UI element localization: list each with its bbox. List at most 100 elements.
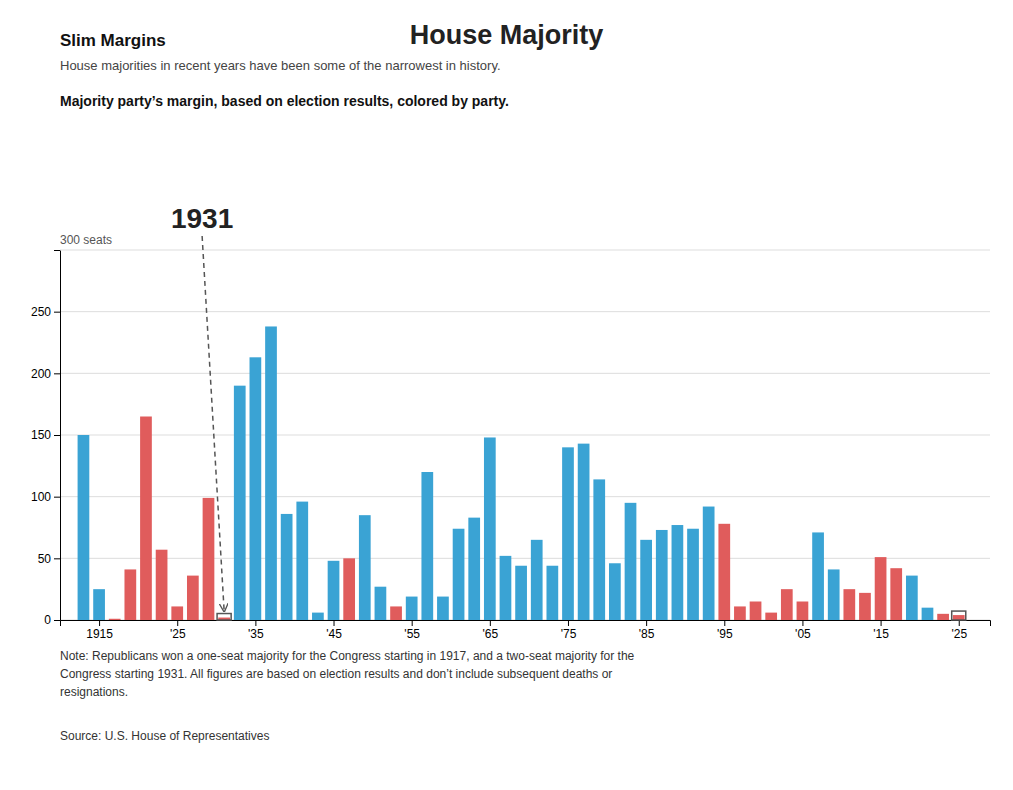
bar xyxy=(609,563,621,620)
bar xyxy=(734,606,746,620)
bar xyxy=(328,561,340,620)
grid-line xyxy=(60,496,990,497)
y-tick: 0 xyxy=(44,613,60,627)
bar xyxy=(828,569,840,620)
level-label: 300 seats xyxy=(60,233,112,247)
y-tick-mark xyxy=(54,558,60,559)
x-tick: '25 xyxy=(951,620,967,641)
bar xyxy=(656,530,668,620)
x-tick-label: '75 xyxy=(561,627,577,641)
bar xyxy=(312,613,324,620)
x-tick: '55 xyxy=(404,620,420,641)
grid-line xyxy=(60,250,990,251)
bar xyxy=(765,613,777,620)
bar xyxy=(562,447,574,620)
bar xyxy=(109,619,121,620)
x-tick-mark xyxy=(490,620,491,626)
x-tick-label: '45 xyxy=(326,627,342,641)
x-tick-mark xyxy=(412,620,413,626)
bar xyxy=(250,357,262,620)
x-tick-mark xyxy=(724,620,725,626)
x-tick-mark xyxy=(568,620,569,626)
bar xyxy=(437,597,449,620)
x-tick: '35 xyxy=(248,620,264,641)
highlight-box xyxy=(217,614,231,620)
bar xyxy=(812,532,824,620)
bar xyxy=(421,472,433,620)
x-tick-label: '85 xyxy=(639,627,655,641)
bar xyxy=(546,566,558,620)
text-line: Congress starting 1931. All figures are … xyxy=(60,667,612,681)
x-tick-label: '35 xyxy=(248,627,264,641)
x-tick-label: '25 xyxy=(951,627,967,641)
bar xyxy=(672,525,684,620)
bar xyxy=(875,557,887,620)
y-tick-label: 250 xyxy=(31,305,51,319)
bar xyxy=(187,576,199,620)
annotation-arrow xyxy=(202,236,224,611)
x-tick-mark xyxy=(255,620,256,626)
bar xyxy=(78,435,90,620)
bar xyxy=(171,606,183,620)
y-tick: 150 xyxy=(31,428,60,442)
title: House Majority xyxy=(410,20,604,50)
bar xyxy=(453,529,465,620)
bar xyxy=(375,587,387,620)
text-line: Note: Republicans won a one-seat majorit… xyxy=(60,649,635,663)
bar xyxy=(343,558,355,620)
y-tick-label: 0 xyxy=(44,613,51,627)
annotations: 300 seats 1931 Note: Republicans won a one… xyxy=(60,203,990,743)
y-tick-mark xyxy=(54,620,60,621)
x-tick-mark xyxy=(99,620,100,626)
bar xyxy=(906,576,918,620)
x-tick-label: '05 xyxy=(795,627,811,641)
bar xyxy=(531,540,543,620)
x-tick-mark xyxy=(334,620,335,626)
x-tick: '15 xyxy=(873,620,889,641)
bar xyxy=(203,498,215,620)
x-tick: '75 xyxy=(561,620,577,641)
x-tick-mark xyxy=(802,620,803,626)
x-tick: '85 xyxy=(639,620,655,641)
y-axis-label: Majority party’s margin, based on electi… xyxy=(60,93,509,109)
y-tick-mark xyxy=(54,497,60,498)
bar xyxy=(296,502,308,620)
bar xyxy=(406,597,418,620)
bar xyxy=(468,518,480,620)
bar xyxy=(703,507,715,620)
x-tick-mark xyxy=(959,620,960,626)
x-tick: '45 xyxy=(326,620,342,641)
x-tick-label: '95 xyxy=(717,627,733,641)
bar xyxy=(359,515,371,620)
annotation-label: 1931 xyxy=(171,203,233,234)
bar xyxy=(781,589,793,620)
chart: House MajoritySlim MarginsHouse majoriti… xyxy=(0,0,1013,790)
bar xyxy=(593,479,605,620)
bar xyxy=(859,593,871,620)
bar xyxy=(124,569,136,620)
y-tick-mark xyxy=(54,435,60,436)
x-tick: '05 xyxy=(795,620,811,641)
grid-line xyxy=(60,373,990,374)
grid xyxy=(60,312,990,620)
source: Source: U.S. House of Representatives xyxy=(60,729,269,743)
x-tick-label: '15 xyxy=(873,627,889,641)
x-tick: 1915 xyxy=(86,620,113,641)
y-tick: 100 xyxy=(31,490,60,504)
y-tick-label: 50 xyxy=(38,552,52,566)
bar xyxy=(625,503,637,620)
bar xyxy=(390,606,402,620)
x-tick-label: '65 xyxy=(483,627,499,641)
x-tick: '65 xyxy=(483,620,499,641)
y-tick-label: 100 xyxy=(31,490,51,504)
bar xyxy=(937,614,949,620)
x-tick: '95 xyxy=(717,620,733,641)
y-tick: 250 xyxy=(31,305,60,319)
x-tick-label: '55 xyxy=(404,627,420,641)
x-tick-mark xyxy=(881,620,882,626)
bar xyxy=(140,417,152,621)
bar xyxy=(515,566,527,620)
x-tick: '25 xyxy=(170,620,186,641)
bar xyxy=(265,326,277,620)
bar xyxy=(484,437,496,620)
